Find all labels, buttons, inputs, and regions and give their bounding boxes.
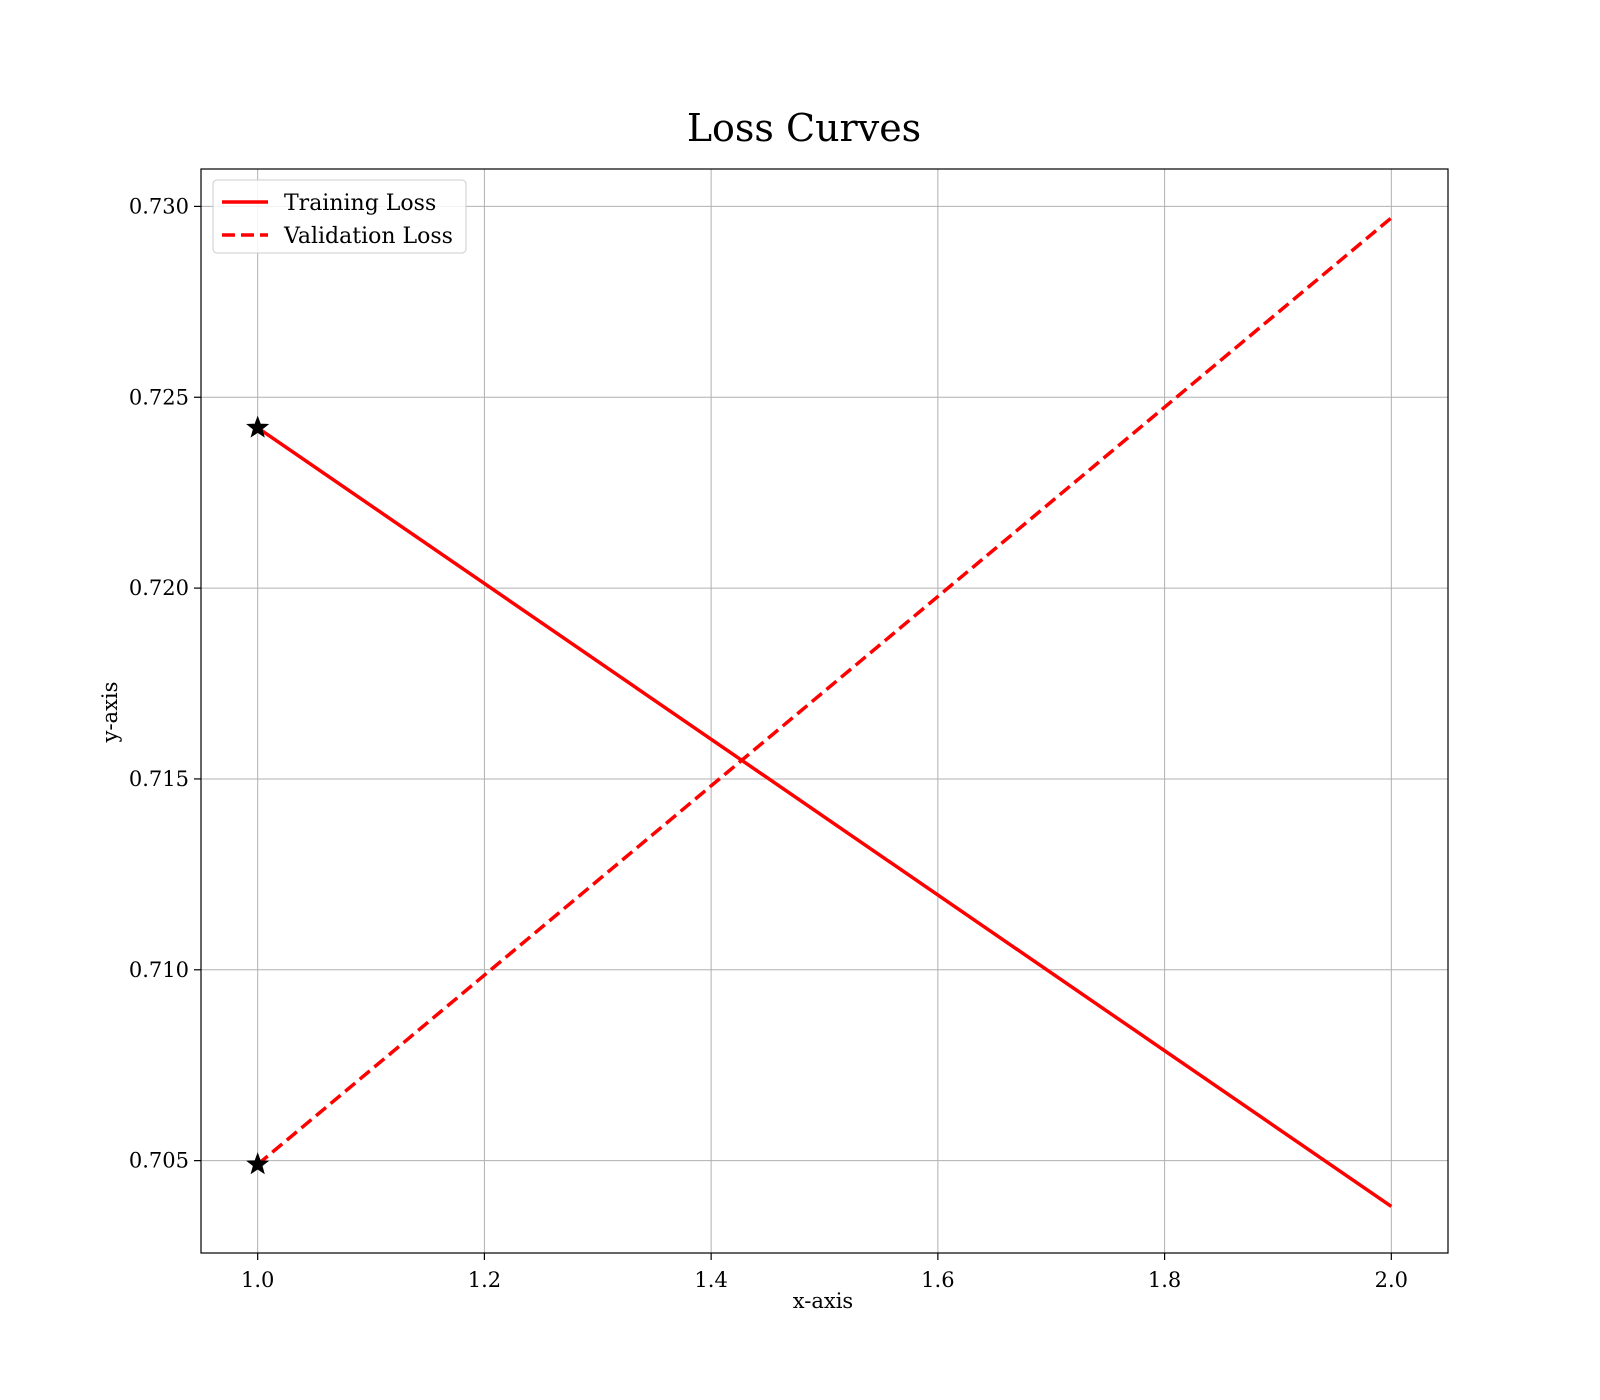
y-axis-label: y-axis xyxy=(98,682,122,744)
x-tick-label: 1.8 xyxy=(1148,1268,1181,1292)
y-axis-ticks: 0.705 0.710 0.715 0.720 0.725 0.730 xyxy=(129,194,201,1173)
y-tick-label: 0.715 xyxy=(129,767,189,791)
grid xyxy=(201,169,1448,1253)
y-tick-label: 0.730 xyxy=(129,194,189,218)
series-line-training-loss xyxy=(256,426,1393,1208)
chart-title: Loss Curves xyxy=(687,106,921,150)
legend-label: Validation Loss xyxy=(283,224,453,249)
data-markers xyxy=(246,415,270,1175)
x-tick-label: 1.0 xyxy=(241,1268,274,1292)
legend: Training Loss Validation Loss xyxy=(212,179,467,254)
legend-box xyxy=(212,179,467,254)
y-tick-label: 0.705 xyxy=(129,1149,189,1173)
plot-area-frame xyxy=(200,168,1449,1254)
x-tick-label: 1.6 xyxy=(921,1268,954,1292)
x-tick-label: 1.2 xyxy=(468,1268,501,1292)
legend-label: Training Loss xyxy=(284,191,436,216)
x-tick-label: 1.4 xyxy=(694,1268,727,1292)
x-axis-ticks: 1.0 1.2 1.4 1.6 1.8 2.0 xyxy=(241,1253,1408,1292)
x-tick-label: 2.0 xyxy=(1375,1268,1408,1292)
series-lines xyxy=(256,216,1393,1208)
x-axis-label: x-axis xyxy=(793,1289,853,1313)
y-tick-label: 0.725 xyxy=(129,385,189,409)
star-marker xyxy=(246,1152,270,1175)
y-tick-label: 0.720 xyxy=(129,576,189,600)
star-marker xyxy=(246,415,270,438)
y-tick-label: 0.710 xyxy=(129,958,189,982)
